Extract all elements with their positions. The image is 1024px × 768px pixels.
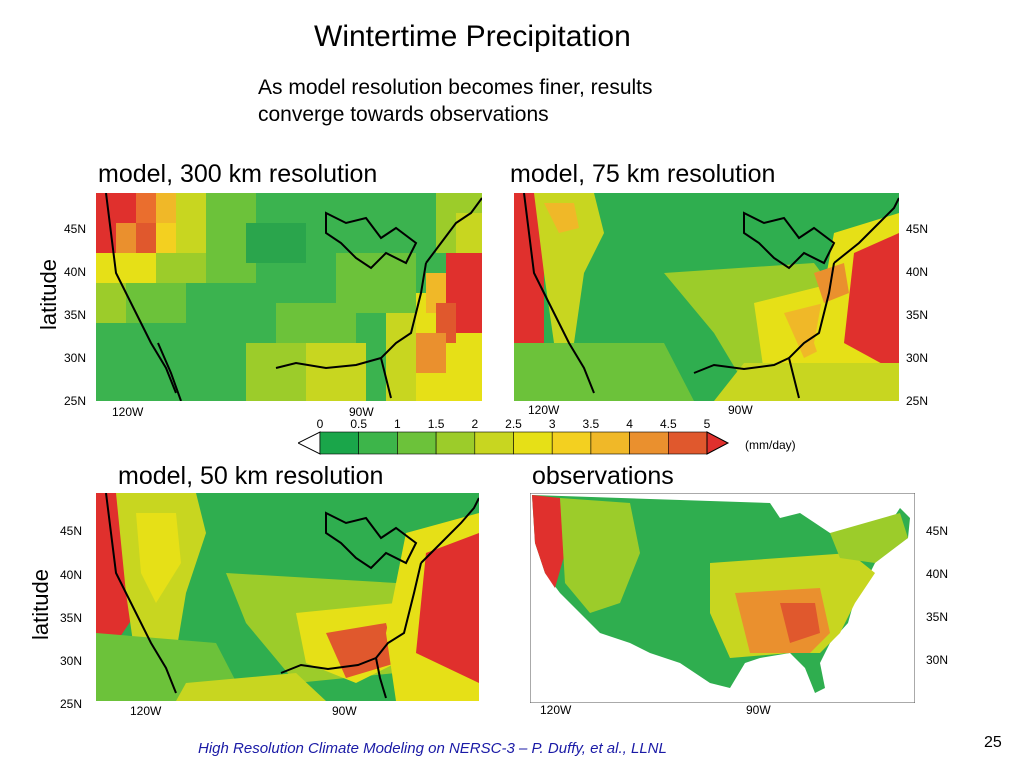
panel-title-75km: model, 75 km resolution [510, 160, 776, 188]
lat-tick-40n-d: 40N [926, 567, 949, 581]
colorbar-units: (mm/day) [745, 438, 796, 452]
panel-title-50km: model, 50 km resolution [118, 462, 384, 490]
colorbar-cell [358, 431, 398, 455]
lat-tick-45n-d: 45N [926, 524, 949, 538]
colorbar-cell [629, 431, 669, 455]
coastlines-300km [105, 193, 482, 401]
map-75km [514, 193, 899, 401]
lon-tick-120w-c: 120W [130, 704, 162, 718]
colorbar-cell [435, 431, 476, 455]
lat-tick-30n-b: 30N [906, 351, 929, 365]
lat-tick-35n-c: 35N [60, 611, 83, 625]
colorbar-tick-label: 0.5 [350, 417, 368, 431]
subtitle-line-1: As model resolution becomes finer, resul… [258, 76, 653, 99]
colorbar-tick-label: 2.5 [505, 417, 522, 431]
map-50km [96, 493, 479, 701]
lon-tick-120w-d: 120W [540, 703, 572, 717]
panel-title-300km: model, 300 km resolution [98, 160, 378, 188]
precip-cells-300km [96, 193, 482, 401]
colorbar-underflow-arrow [298, 431, 321, 455]
colorbar-overflow-arrow [706, 431, 730, 455]
precip-field-50km [96, 493, 479, 701]
map-300km [96, 193, 482, 401]
obs-mountains [560, 498, 640, 613]
lat-tick-45n-c: 45N [60, 524, 83, 538]
colorbar-tick-label: 1 [394, 417, 401, 431]
colorbar [298, 431, 730, 455]
precip-field-75km [514, 193, 899, 401]
colorbar-tick-label: 2 [471, 417, 479, 431]
colorbar-tick-label: 3.5 [582, 417, 600, 431]
colorbar-tick-label: 1.5 [427, 417, 445, 431]
colorbar-cell [474, 431, 514, 455]
coastlines-75km [523, 193, 899, 399]
lat-tick-30n-c: 30N [60, 654, 83, 668]
lat-tick-30n-a: 30N [64, 351, 87, 365]
obs-southeast-peak [780, 603, 820, 643]
lon-tick-90w-c: 90W [332, 704, 357, 718]
y-axis-label-bottom: latitude [28, 569, 53, 640]
colorbar-tick-label: 5 [703, 417, 711, 431]
slide-footer: High Resolution Climate Modeling on NERS… [198, 740, 667, 757]
coastlines-50km [105, 493, 479, 699]
slide-title: Wintertime Precipitation [314, 20, 631, 53]
lat-tick-40n-c: 40N [60, 568, 83, 582]
colorbar-cell [551, 431, 592, 455]
lon-tick-120w-a: 120W [112, 405, 144, 419]
lat-tick-40n-a: 40N [64, 265, 87, 279]
colorbar-cell [397, 431, 437, 455]
colorbar-tick-label: 4 [626, 417, 633, 431]
colorbar-tick-label: 4.5 [659, 417, 677, 431]
slide-subtitle: As model resolution becomes finer, resul… [258, 74, 778, 128]
lat-tick-25n-a: 25N [64, 394, 87, 408]
page-number: 25 [984, 734, 1002, 751]
subtitle-line-2: converge towards observations [258, 103, 549, 126]
lat-tick-40n-b: 40N [906, 265, 929, 279]
colorbar-tick-label: 3 [548, 417, 556, 431]
y-axis-label-top: latitude [36, 259, 61, 330]
panel-title-observations: observations [532, 462, 674, 490]
obs-west-coast-high [532, 495, 565, 588]
lat-tick-35n-d: 35N [926, 610, 949, 624]
colorbar-cell [667, 431, 708, 455]
lon-tick-90w-b: 90W [728, 403, 753, 417]
colorbar-cell [319, 431, 360, 455]
lat-tick-35n-a: 35N [64, 308, 87, 322]
lon-tick-120w-b: 120W [528, 403, 560, 417]
colorbar-cell [513, 431, 553, 455]
lat-tick-45n-b: 45N [906, 222, 929, 236]
lat-tick-35n-b: 35N [906, 308, 929, 322]
obs-northeast [830, 513, 908, 563]
map-observations [530, 493, 915, 703]
lat-tick-25n-b: 25N [906, 394, 929, 408]
lat-tick-45n-a: 45N [64, 222, 87, 236]
lat-tick-30n-d: 30N [926, 653, 949, 667]
lon-tick-90w-d: 90W [746, 703, 771, 717]
lon-tick-90w-a: 90W [349, 405, 374, 419]
colorbar-cell [590, 431, 630, 455]
colorbar-tick-label: 0 [316, 417, 324, 431]
lat-tick-25n-c: 25N [60, 697, 83, 711]
